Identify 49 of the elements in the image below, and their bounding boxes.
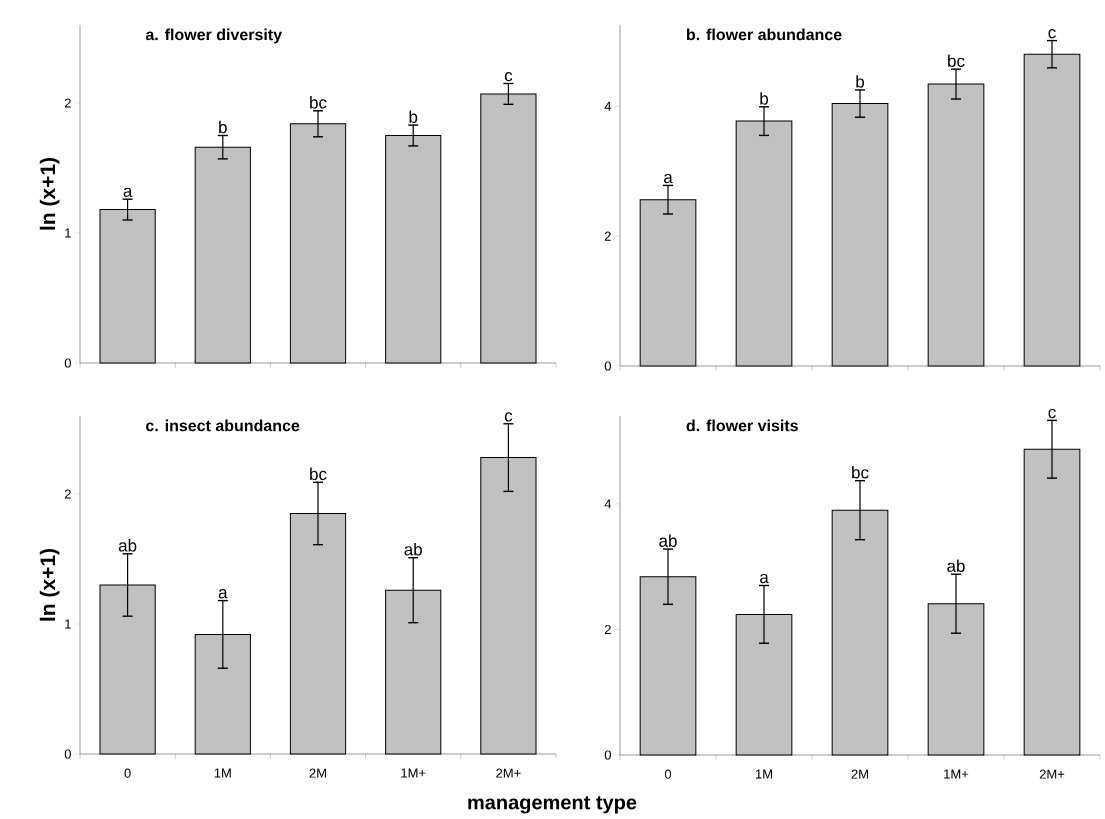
x-tick-label: 0 — [664, 769, 672, 779]
annotation: ab — [659, 534, 677, 547]
annotation: c — [504, 412, 513, 422]
y-tick-label: 0 — [64, 358, 71, 368]
y-tick-label: 0 — [604, 361, 611, 371]
annotation: b — [760, 92, 769, 105]
y-tick-label: 2 — [604, 624, 611, 634]
x-tick-label: 1M — [755, 769, 772, 779]
y-axis-title: ln (x+1) — [39, 158, 60, 230]
annotation: ab — [404, 543, 422, 556]
y-tick-label: 2 — [64, 98, 71, 108]
annotation: ab — [947, 559, 965, 572]
annotation: b — [409, 110, 418, 123]
x-tick-label: 1M — [214, 768, 231, 778]
y-tick-label: 2 — [64, 489, 71, 499]
y-axis-title: ln (x+1) — [39, 549, 60, 621]
annotation: bc — [310, 467, 327, 481]
x-tick-label: 2M — [851, 769, 868, 779]
annotation: bc — [310, 96, 327, 109]
annotation: a — [760, 573, 769, 584]
x-tick-label: 1M+ — [401, 768, 426, 778]
chart-title: b. flower abundance — [686, 28, 842, 41]
annotation: c — [1048, 29, 1056, 39]
x-tick-label: 1M+ — [944, 769, 969, 779]
x-tick-label: 0 — [124, 768, 131, 778]
chart-title: d. flower visits — [686, 419, 798, 432]
y-tick-label: 1 — [65, 228, 71, 238]
y-tick-label: 0 — [64, 749, 71, 759]
annotation: a — [664, 173, 673, 184]
annotation: ab — [118, 539, 137, 552]
y-tick-label: 4 — [604, 499, 612, 509]
chart-title: a. flower diversity — [145, 28, 282, 44]
x-tick-label: 2M+ — [496, 768, 521, 778]
y-tick-label: 1 — [65, 619, 71, 629]
annotation: b — [856, 75, 865, 88]
annotation: b — [219, 120, 227, 134]
y-tick-label: 0 — [604, 750, 611, 760]
annotation: bc — [948, 54, 965, 67]
annotation: c — [1048, 408, 1056, 419]
annotation: bc — [852, 465, 869, 479]
x-tick-label: 2M — [309, 768, 326, 778]
x-axis-title: management type — [468, 796, 637, 814]
x-tick-label: 2M+ — [1039, 769, 1065, 779]
y-tick-label: 2 — [604, 231, 611, 241]
annotation: a — [218, 589, 228, 599]
chart-title: c. insect abundance — [146, 419, 300, 432]
annotation: c — [504, 71, 513, 82]
annotation: a — [123, 187, 133, 197]
y-tick-label: 4 — [604, 101, 612, 111]
